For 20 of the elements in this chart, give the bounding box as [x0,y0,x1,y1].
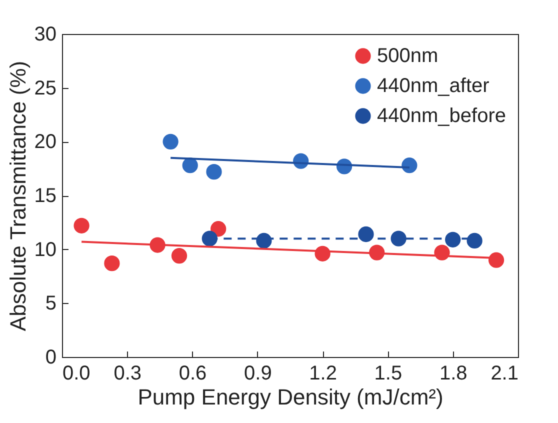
y-tick-label: 10 [34,238,56,261]
y-tick-label: 30 [34,24,56,46]
y-tick-label: 15 [34,185,56,207]
x-axis-title: Pump Energy Density (mJ/cm²) [138,384,444,410]
y-axis-title: Absolute Transmittance (%) [5,60,30,332]
y-tick-label: 25 [34,77,56,100]
y-tick-label: 5 [45,292,56,315]
y-tick-label: 20 [34,131,56,154]
legend-label: 440nm_after [377,75,490,97]
y-tick-label: 0 [45,346,56,368]
x-tick-label: 0.0 [62,362,90,384]
legend-label: 440nm_before [377,105,506,127]
x-tick-label: 0.6 [178,362,207,384]
legend-label: 500nm [377,45,438,67]
x-tick-label: 1.8 [439,362,468,384]
x-tick-label: 0.9 [244,362,272,384]
x-tick-label: 0.3 [114,362,142,384]
x-tick-label: 1.2 [309,362,337,384]
x-tick-label: 2.1 [490,362,518,384]
x-tick-label: 1.5 [374,362,402,384]
